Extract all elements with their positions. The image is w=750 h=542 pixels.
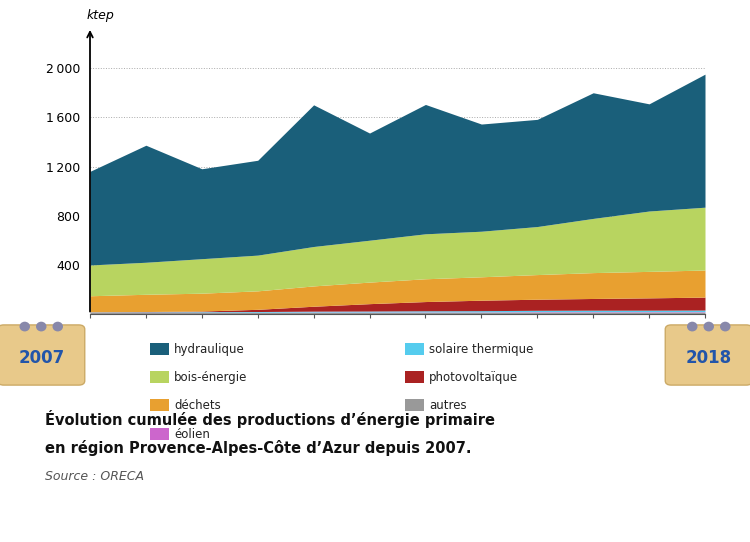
Text: 2018: 2018 [686,349,732,367]
Text: Source : ORECA: Source : ORECA [45,470,144,483]
Text: en région Provence-Alpes-Côte d’Azur depuis 2007.: en région Provence-Alpes-Côte d’Azur dep… [45,440,472,456]
Text: autres: autres [429,399,466,412]
Text: bois-énergie: bois-énergie [174,371,248,384]
Text: déchets: déchets [174,399,220,412]
Text: 2007: 2007 [18,349,64,367]
Text: photovoltaïque: photovoltaïque [429,371,518,384]
Text: Évolution cumulée des productions d’énergie primaire: Évolution cumulée des productions d’éner… [45,410,495,429]
Text: ktep: ktep [87,9,115,22]
Text: solaire thermique: solaire thermique [429,343,533,356]
Text: éolien: éolien [174,428,210,441]
Text: hydraulique: hydraulique [174,343,244,356]
